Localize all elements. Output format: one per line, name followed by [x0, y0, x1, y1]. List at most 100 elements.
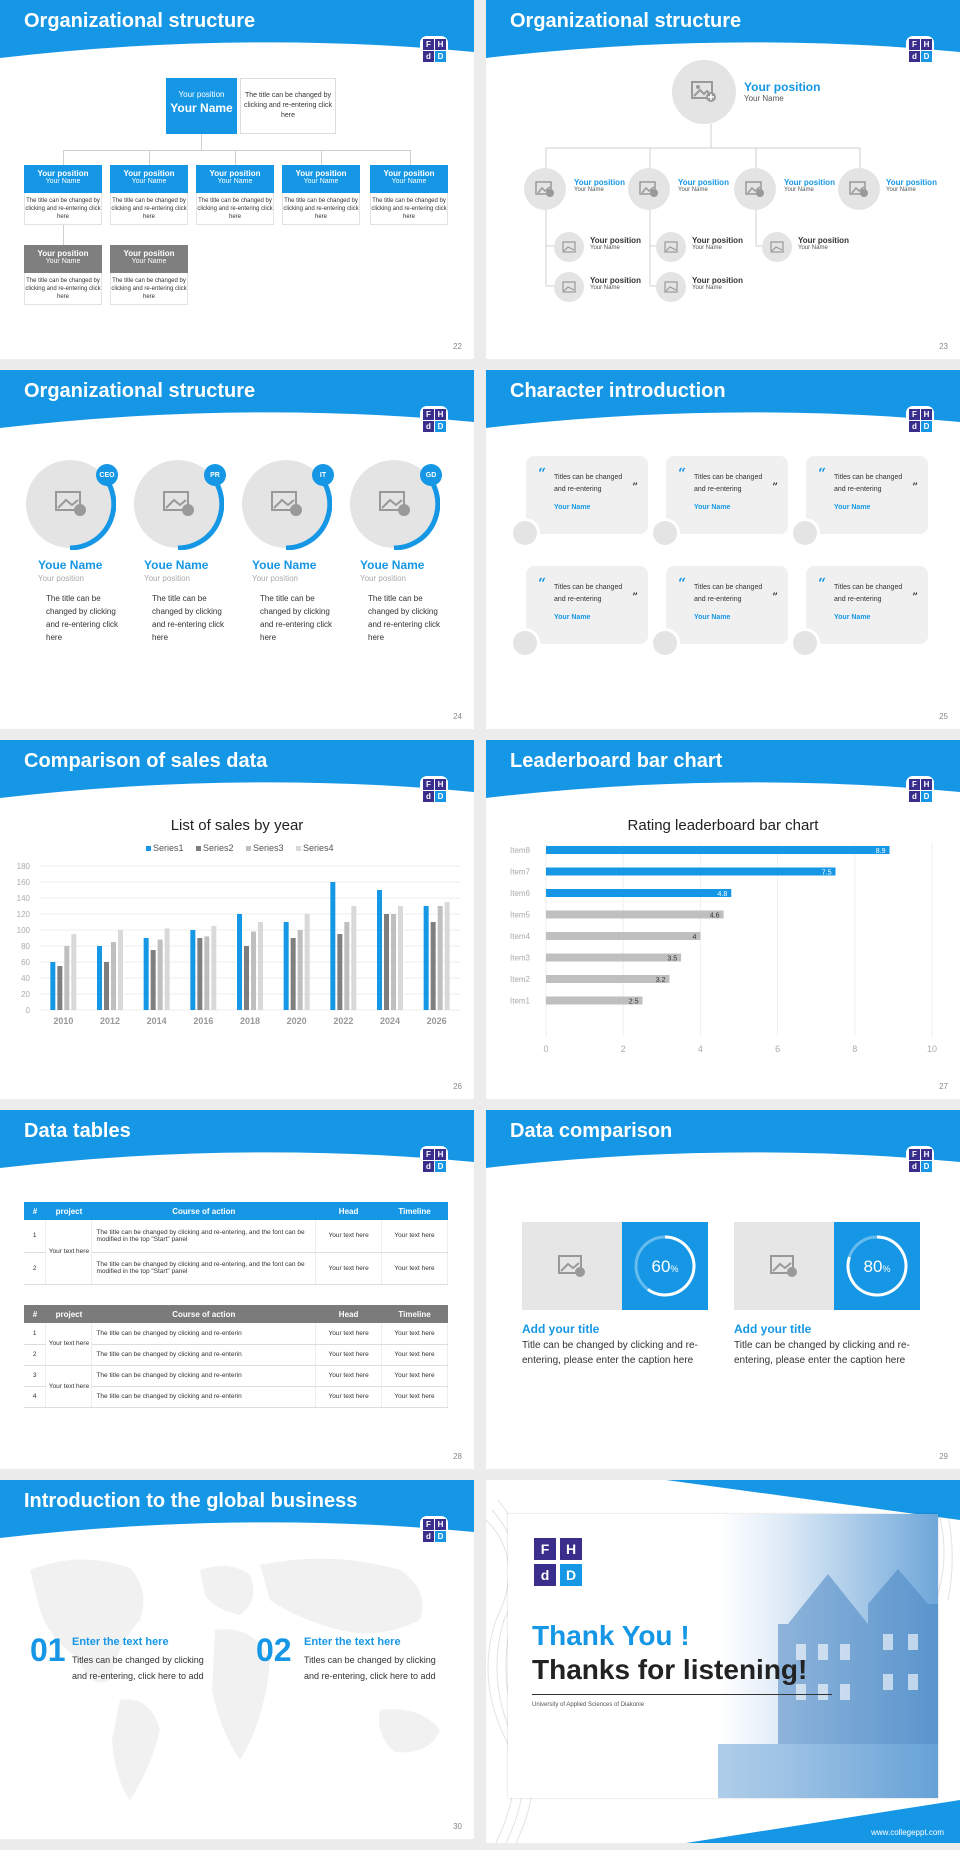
image-placeholder-icon[interactable] — [762, 232, 792, 262]
bar — [430, 922, 436, 1010]
org-card[interactable]: Your position Your Name The title can be … — [110, 165, 188, 225]
website-link[interactable]: www.collegeppt.com — [871, 1828, 944, 1837]
progress-gauge: 60% — [622, 1222, 708, 1310]
slide-title: Leaderboard bar chart — [510, 750, 723, 772]
table-row: 4 The title can be changed by clicking a… — [24, 1386, 448, 1408]
org-card[interactable]: Your position Your Name The title can be … — [196, 165, 274, 225]
gauge-fill — [846, 1235, 908, 1297]
x-tick-label: 8 — [852, 1044, 857, 1054]
bar — [211, 926, 217, 1010]
gauge-label: 80% — [864, 1257, 891, 1276]
bar — [337, 934, 343, 1010]
header-wave — [0, 1480, 474, 1538]
org-card[interactable]: Your position Your Name The title can be … — [24, 165, 102, 225]
chart-title: Rating leaderboard bar chart — [628, 817, 820, 834]
legend-swatch — [146, 846, 151, 851]
image-placeholder-icon[interactable] — [656, 232, 686, 262]
org-card[interactable]: Your position Your Name The title can be … — [110, 245, 188, 305]
y-tick-label: 20 — [21, 990, 30, 999]
image-placeholder-icon[interactable] — [522, 1222, 622, 1310]
point-title: Enter the text here — [72, 1636, 169, 1648]
x-tick-label: 10 — [927, 1044, 937, 1054]
org2-level3-label: Your position Your Name — [590, 276, 641, 291]
progress-gauge: 80% — [834, 1222, 920, 1310]
point-desc: Titles can be changed by clicking and re… — [72, 1655, 204, 1681]
point-number: 02 — [256, 1632, 292, 1668]
y-tick-label: Item4 — [510, 932, 531, 941]
slide-title: Introduction to the global business — [24, 1490, 358, 1512]
y-tick-label: Item1 — [510, 997, 531, 1006]
quote-card[interactable]: “Titles can be changed and re-entering” Y… — [666, 566, 788, 644]
avatar — [790, 518, 820, 548]
image-placeholder-icon[interactable] — [734, 168, 776, 210]
slide-title: Organizational structure — [24, 10, 256, 32]
page-number: 29 — [939, 1452, 948, 1461]
x-tick-label: 2 — [621, 1044, 626, 1054]
data-label: 4 — [692, 934, 696, 941]
role-badge: PR — [204, 464, 226, 486]
org2-level2-label: Your position Your Name — [886, 178, 937, 193]
table-row: 3 Your text here The title can be change… — [24, 1365, 448, 1408]
progress-ring: 80% — [846, 1235, 908, 1297]
divider — [532, 1694, 832, 1695]
role-circle[interactable]: PR — [132, 458, 226, 551]
x-tick-label: 2026 — [427, 1016, 447, 1026]
quote-card[interactable]: “Titles can be changed and re-entering” Y… — [526, 456, 648, 534]
y-tick-label: 180 — [17, 862, 31, 871]
data-label: 3.5 — [667, 956, 677, 963]
role-circle[interactable]: IT — [240, 458, 334, 551]
image-placeholder-icon[interactable] — [672, 60, 736, 124]
thank-you-heading: Thank You ! — [532, 1620, 690, 1651]
role-circle[interactable]: GD — [348, 458, 442, 551]
org-card[interactable]: Your position Your Name The title can be … — [370, 165, 448, 225]
image-placeholder-icon[interactable] — [734, 1222, 834, 1310]
bar — [64, 946, 70, 1010]
quote-card[interactable]: “Titles can be changed and re-entering” Y… — [526, 566, 648, 644]
bar — [71, 934, 77, 1010]
bar — [290, 938, 296, 1010]
role-circle[interactable]: CEO — [24, 458, 118, 551]
quote-card[interactable]: “Titles can be changed and re-entering” Y… — [666, 456, 788, 534]
point-desc: Titles can be changed by clicking and re… — [304, 1655, 436, 1681]
bar — [190, 930, 196, 1010]
point-title: Enter the text here — [304, 1636, 401, 1648]
bar — [546, 867, 836, 876]
y-tick-label: 40 — [21, 974, 30, 983]
member-desc: The title can be changed by clicking and… — [260, 594, 333, 642]
org-card[interactable]: Your position Your Name The title can be … — [24, 245, 102, 305]
image-placeholder-icon[interactable] — [554, 232, 584, 262]
point-number: 01 — [30, 1632, 66, 1668]
image-placeholder-icon[interactable] — [554, 272, 584, 302]
quote-open-icon: “ — [538, 576, 547, 592]
quote-open-icon: “ — [538, 466, 547, 482]
quote-card[interactable]: “Titles can be changed and re-entering” Y… — [806, 566, 928, 644]
y-tick-label: 80 — [21, 942, 30, 951]
quote-card[interactable]: “Titles can be changed and re-entering” Y… — [806, 456, 928, 534]
bar — [344, 922, 350, 1010]
y-tick-label: Item2 — [510, 975, 531, 984]
data-label: 7.5 — [822, 870, 832, 877]
image-placeholder-icon[interactable] — [628, 168, 670, 210]
org-card[interactable]: Your position Your Name The title can be … — [282, 165, 360, 225]
page-number: 28 — [453, 1452, 462, 1461]
data-table-1: # project Course of action Head Timeline… — [24, 1202, 448, 1285]
bar — [157, 939, 163, 1010]
image-placeholder-icon[interactable] — [656, 272, 686, 302]
image-placeholder-icon[interactable] — [838, 168, 880, 210]
image-placeholder-icon[interactable] — [524, 168, 566, 210]
bar — [377, 890, 382, 1010]
data-label: 2.5 — [629, 999, 639, 1006]
org-top-box[interactable]: Your position Your Name — [166, 78, 237, 134]
member-name: Youe Name — [144, 558, 209, 572]
bar — [258, 922, 263, 1010]
quote-close-icon: ” — [912, 482, 918, 493]
bar — [437, 906, 443, 1010]
slide-header: Organizational structure — [486, 0, 960, 60]
bar — [330, 882, 336, 1010]
header-wave — [486, 0, 960, 58]
